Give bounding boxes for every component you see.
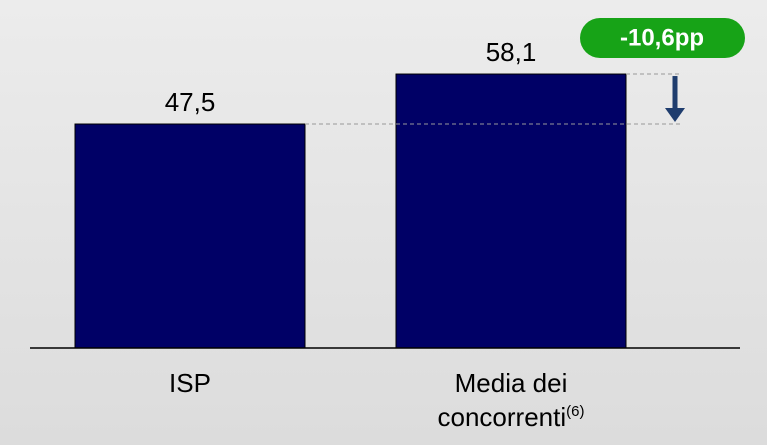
category-text: ISP [169,368,211,398]
category-text: Media dei concorrenti [437,368,568,432]
annotation: -10,6pp [620,24,704,51]
bar [74,123,306,349]
arrow-head [665,108,685,123]
footnote-ref: (6) [566,403,585,420]
x-tick-label: Media dei concorrenti(6) [401,366,621,434]
bar [395,73,627,349]
annotation-pill [580,18,745,58]
value-label: 58,1 [486,37,537,67]
x-tick-label: ISP [80,366,300,400]
value-label: 47,5 [165,87,216,117]
